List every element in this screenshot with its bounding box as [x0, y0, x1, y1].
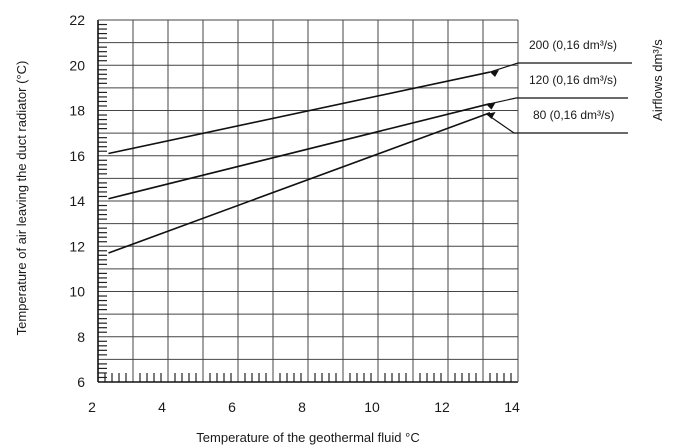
series-line	[108, 71, 491, 155]
y-axis-title: Temperature of air leaving the duct radi…	[14, 61, 29, 336]
legend-leader	[486, 97, 628, 106]
y-tick-label: 16	[69, 148, 85, 164]
legend-arrowhead	[490, 70, 499, 78]
y-tick-label: 20	[69, 57, 85, 73]
y-tick-label: 6	[77, 374, 85, 390]
x-axis-title: Temperature of the geothermal fluid °C	[196, 430, 419, 445]
y-tick-label: 14	[69, 193, 85, 209]
x-tick-label: 6	[228, 399, 236, 415]
x-tick-label: 14	[504, 399, 520, 415]
legend-arrowhead	[486, 112, 496, 120]
airflow-axis-title: Airflows dm³/s	[650, 39, 665, 121]
series-line	[108, 112, 491, 254]
y-tick-label: 18	[69, 103, 85, 119]
y-tick-label: 22	[69, 12, 85, 28]
legend-leader	[489, 62, 632, 73]
legend-label: 120 (0,16 dm³/s)	[529, 73, 617, 87]
x-tick-label: 4	[158, 399, 166, 415]
legend-label: 200 (0,16 dm³/s)	[529, 38, 617, 52]
minor-ticks	[98, 23, 512, 382]
legend-leader	[486, 113, 628, 134]
y-tick-label: 8	[77, 329, 85, 345]
series-line	[108, 102, 491, 200]
legend: 200 (0,16 dm³/s) 120 (0,16 dm³/s) 80 (0,16…	[486, 38, 632, 134]
legend-label: 80 (0,16 dm³/s)	[533, 108, 614, 122]
grid	[98, 20, 518, 382]
x-tick-label: 8	[298, 399, 306, 415]
legend-arrowhead	[486, 102, 496, 110]
axes	[97, 19, 519, 383]
x-tick-label: 2	[88, 399, 96, 415]
series-lines	[108, 71, 491, 254]
tick-labels: 2 4 6 8 10 12 14 6 8 10 12 14 16 18 20 22	[69, 12, 520, 415]
y-tick-label: 10	[69, 284, 85, 300]
x-tick-label: 10	[364, 399, 380, 415]
y-tick-label: 12	[69, 238, 85, 254]
x-tick-label: 12	[434, 399, 450, 415]
